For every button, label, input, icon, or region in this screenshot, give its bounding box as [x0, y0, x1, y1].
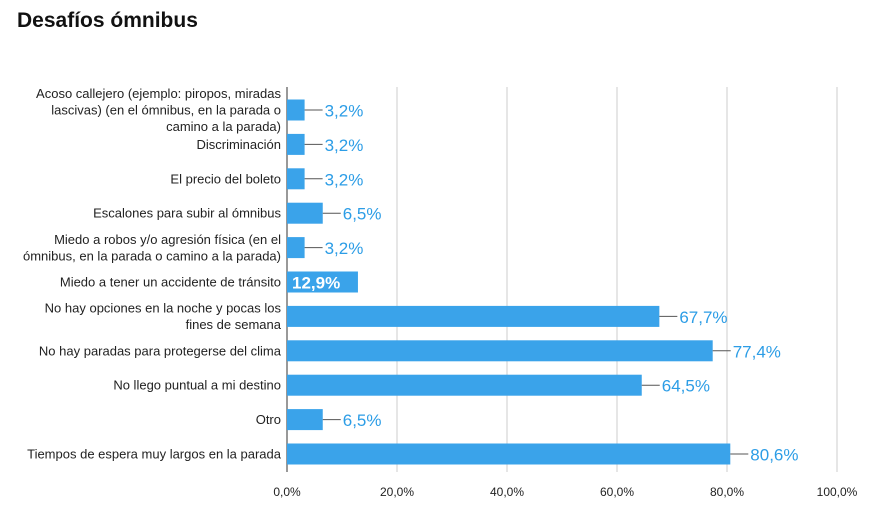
grid-lines	[286, 87, 838, 472]
bar	[287, 99, 305, 121]
x-tick-label: 20,0%	[380, 485, 414, 499]
bar	[287, 340, 713, 362]
data-label: 6,5%	[343, 205, 382, 224]
data-label: 12,9%	[292, 274, 340, 293]
bars: 3,2% 3,2% 3,2% 6,5% 3,2% 12,9% 67,7% 77,4% 64,5%…	[287, 99, 799, 465]
x-tick-label: 60,0%	[600, 485, 634, 499]
chart-title: Desafíos ómnibus	[17, 9, 198, 32]
data-label: 80,6%	[750, 446, 798, 465]
x-tick-label: 0,0%	[273, 485, 301, 499]
bar	[287, 409, 323, 431]
data-label: 64,5%	[662, 377, 710, 396]
category-label: Escalones para subir al ómnibus	[93, 206, 281, 221]
data-label: 3,2%	[325, 136, 364, 155]
data-label: 6,5%	[343, 411, 382, 430]
x-tick-label: 80,0%	[710, 485, 744, 499]
bar	[287, 305, 660, 327]
category-label: Miedo a tener un accidente de tránsito	[60, 275, 281, 290]
x-axis-ticks: 0,0% 20,0% 40,0% 60,0% 80,0% 100,0%	[273, 485, 857, 499]
bar	[287, 443, 731, 465]
category-label: El precio del boleto	[170, 171, 281, 186]
category-label: No hay paradas para protegerse del clima	[39, 343, 282, 358]
category-label: Discriminación	[196, 137, 281, 152]
bar	[287, 271, 358, 293]
category-label: Miedo a robos y/o agresión física (en el…	[23, 232, 281, 264]
x-tick-label: 100,0%	[817, 485, 858, 499]
bar	[287, 374, 642, 396]
data-label: 3,2%	[325, 102, 364, 121]
bar	[287, 133, 305, 155]
data-label: 3,2%	[325, 239, 364, 258]
bar	[287, 202, 323, 224]
bar	[287, 168, 305, 190]
category-label: Acoso callejero (ejemplo: piropos, mirad…	[36, 86, 281, 134]
category-label: No llego puntual a mi destino	[113, 378, 281, 393]
category-label: No hay opciones en la noche y pocas los f…	[45, 301, 282, 333]
x-tick-label: 40,0%	[490, 485, 524, 499]
data-label: 3,2%	[325, 170, 364, 189]
category-label: Tiempos de espera muy largos en la parad…	[27, 447, 282, 462]
bar	[287, 237, 305, 259]
data-label: 67,7%	[679, 308, 727, 327]
category-label: Otro	[256, 412, 281, 427]
category-labels: Acoso callejero (ejemplo: piropos, mirad…	[23, 86, 282, 462]
data-label: 77,4%	[733, 342, 781, 361]
